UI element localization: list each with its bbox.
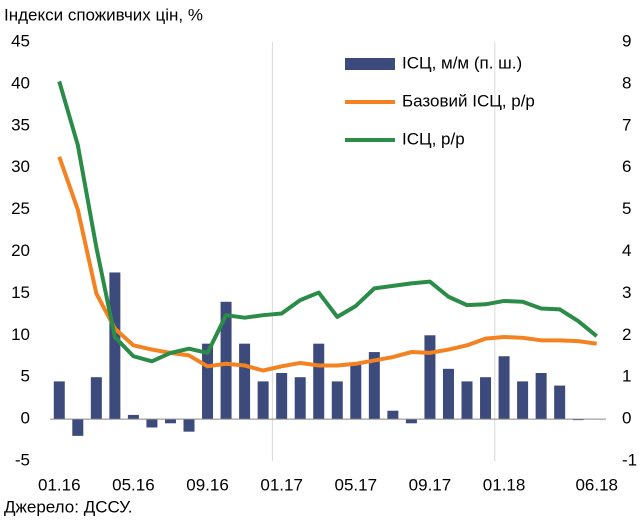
y-tick-label: 20	[11, 241, 30, 260]
y2-tick-label: 4	[622, 241, 631, 260]
x-tick-label: 06.18	[575, 475, 618, 494]
y2-tick-label: 5	[622, 199, 631, 218]
bar	[387, 410, 399, 420]
bar	[424, 335, 436, 420]
bar	[183, 419, 195, 432]
bar	[109, 272, 121, 420]
legend-swatch	[345, 58, 395, 70]
bar	[313, 343, 325, 420]
y2-tick-label: 2	[622, 325, 631, 344]
bar	[90, 377, 102, 420]
y2-tick-label: 0	[622, 409, 631, 428]
bar	[146, 419, 158, 428]
bar	[554, 385, 566, 420]
bar	[127, 414, 139, 420]
x-tick-label: 05.16	[112, 475, 155, 494]
bar	[517, 381, 529, 420]
bar	[498, 356, 510, 420]
y2-tick-label: 6	[622, 157, 631, 176]
bar	[257, 381, 269, 420]
source-note: Джерело: ДССУ.	[4, 497, 132, 516]
bar	[442, 368, 454, 420]
bar	[480, 377, 492, 420]
chart-title: Індекси споживчих цін, %	[4, 5, 203, 24]
bar	[350, 364, 362, 420]
bar	[405, 419, 417, 424]
x-tick-label: 05.17	[335, 475, 378, 494]
y2-tick-label: 3	[622, 283, 631, 302]
y2-tick-label: -1	[622, 450, 637, 469]
legend-label: ІСЦ, м/м (п. ш.)	[402, 53, 522, 72]
y-tick-label: -5	[15, 450, 30, 469]
bar	[461, 381, 473, 420]
legend-label: Базовий ІСЦ, р/р	[402, 91, 535, 110]
x-tick-label: 01.17	[260, 475, 303, 494]
bar	[239, 343, 251, 420]
y2-tick-label: 1	[622, 367, 631, 386]
x-tick-label: 01.16	[38, 475, 81, 494]
y2-tick-label: 9	[622, 31, 631, 50]
bar	[53, 381, 65, 420]
bar	[164, 419, 176, 424]
y-tick-label: 25	[11, 199, 30, 218]
bar	[220, 301, 232, 420]
bar	[535, 373, 547, 420]
legend-label: ІСЦ, р/р	[402, 129, 465, 148]
line-series	[57, 80, 598, 364]
x-tick-label: 01.18	[483, 475, 526, 494]
y-tick-label: 30	[11, 157, 30, 176]
y-tick-label: 45	[11, 31, 30, 50]
x-tick-label: 09.17	[409, 475, 452, 494]
y2-tick-label: 8	[622, 73, 631, 92]
y-tick-label: 0	[21, 409, 30, 428]
y2-tick-label: 7	[622, 115, 631, 134]
y-tick-label: 35	[11, 115, 30, 134]
bar	[276, 373, 288, 420]
x-tick-label: 09.16	[186, 475, 229, 494]
bar	[202, 343, 214, 420]
y-tick-label: 40	[11, 73, 30, 92]
bar	[294, 377, 306, 420]
y-tick-label: 5	[21, 367, 30, 386]
bar	[368, 352, 380, 420]
bar	[331, 381, 343, 420]
y-tick-label: 10	[11, 325, 30, 344]
bar	[72, 419, 84, 436]
line-series	[57, 156, 598, 373]
y-tick-label: 15	[11, 283, 30, 302]
